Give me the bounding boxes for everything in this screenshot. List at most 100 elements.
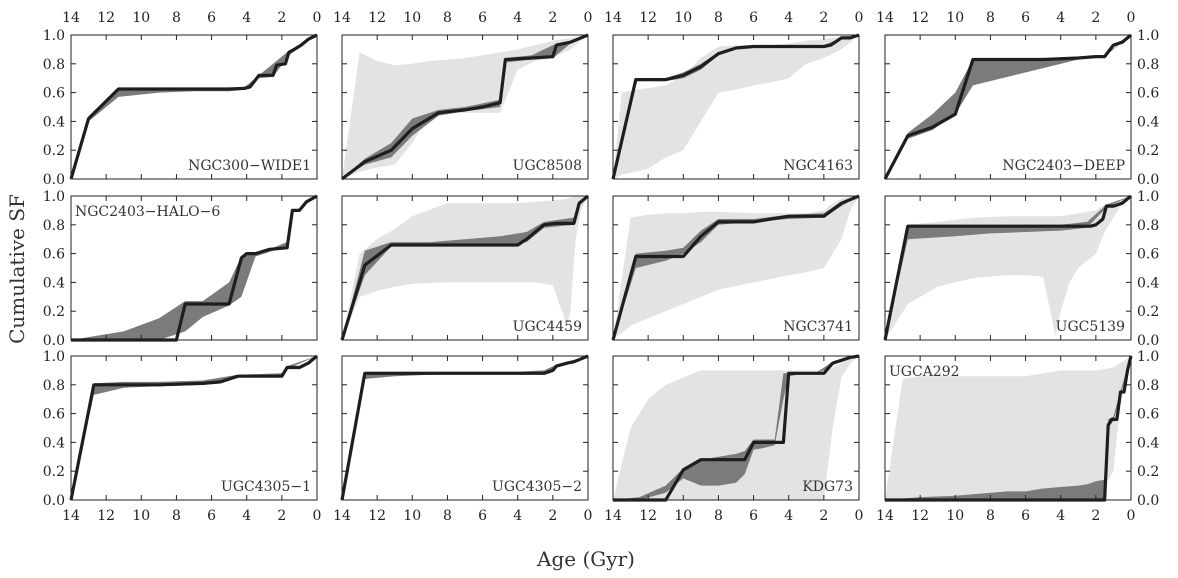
y-tick-label: 0.6	[1137, 247, 1159, 263]
best-fit-line	[71, 194, 318, 342]
galaxy-label: UGC4305−2	[492, 479, 582, 495]
x-tick-label: 6	[749, 508, 758, 524]
x-tick-label: 14	[604, 508, 622, 524]
panel-frame	[612, 195, 860, 341]
y-tick-label: 0.2	[1137, 464, 1159, 480]
y-axis-title: Cumulative SF	[5, 194, 29, 344]
inner-uncertainty-band	[342, 196, 588, 340]
x-tick-label: 14	[876, 10, 894, 26]
x-tick-label: 14	[333, 10, 351, 26]
best-fit-line	[883, 194, 1133, 341]
panel-frame	[612, 355, 860, 501]
x-tick-label: 14	[62, 10, 80, 26]
y-tick-label: 0.6	[43, 407, 65, 423]
x-tick-label: 8	[714, 508, 723, 524]
best-fit-line	[883, 33, 1133, 180]
inner-uncertainty-band	[613, 356, 859, 500]
panel-2: 14 12 10 8 6 4 2 0 UGC8508	[333, 10, 593, 181]
galaxy-label: UGC4459	[513, 319, 582, 335]
y-tick-label: 1.0	[1137, 28, 1159, 44]
y-tick-label: 0.0	[43, 172, 65, 188]
x-tick-label: 0	[313, 10, 322, 26]
x-tick-label: 14	[333, 508, 351, 524]
x-tick-label: 12	[911, 508, 929, 524]
x-tick-label: 12	[368, 508, 386, 524]
galaxy-label: UGCA292	[889, 364, 960, 380]
outer-uncertainty-band	[613, 196, 859, 340]
x-tick-label: 4	[784, 10, 793, 26]
y-tick-label: 1.0	[43, 349, 65, 365]
x-tick-label: 4	[1056, 10, 1065, 26]
y-tick-label: 1.0	[1137, 349, 1159, 365]
x-tick-label: 12	[911, 10, 929, 26]
best-fit-line	[611, 33, 860, 180]
panel-frame	[884, 34, 1132, 180]
panel-frame	[884, 355, 1132, 501]
y-tick-label: 0.8	[1137, 378, 1159, 394]
best-fit-line	[611, 194, 860, 341]
best-fit-line	[340, 194, 590, 341]
x-tick-label: 2	[548, 508, 557, 524]
panel-frame	[341, 195, 589, 341]
best-fit-line	[341, 33, 589, 181]
y-tick-label: 0.0	[1137, 493, 1159, 509]
panel-9: 14 12 10 8 6 4 2 0 0.0 0.2 0.4 0.6 0.8 1.0 UGC4305−1	[43, 349, 322, 524]
y-tick-label: 0.2	[1137, 304, 1159, 320]
y-tick-label: 0.2	[43, 464, 65, 480]
x-tick-label: 6	[207, 10, 216, 26]
panel-frame	[341, 355, 589, 501]
x-tick-label: 0	[584, 10, 593, 26]
x-tick-label: 0	[855, 508, 864, 524]
y-tick-label: 0.4	[1137, 435, 1159, 451]
panel-grid: 14 12 10 8 6 4 2 00.00.20.40.60.81.0NGC300−WIDE…	[43, 10, 1160, 524]
x-tick-label: 10	[946, 508, 964, 524]
x-tick-label: 14	[604, 10, 622, 26]
y-tick-label: 0.6	[43, 247, 65, 263]
inner-uncertainty-band	[613, 196, 859, 340]
x-tick-label: 12	[97, 508, 115, 524]
x-tick-label: 14	[876, 508, 894, 524]
panel-frame	[341, 34, 589, 180]
panel-8: 0.0 0.2 0.4 0.6 0.8 1.0 UGC5139	[883, 189, 1159, 349]
x-tick-label: 12	[639, 10, 657, 26]
panel-frame	[70, 355, 318, 501]
y-tick-label: 0.0	[43, 333, 65, 349]
x-tick-label: 8	[986, 10, 995, 26]
x-tick-label: 0	[855, 10, 864, 26]
x-tick-label: 6	[749, 10, 758, 26]
y-tick-label: 1.0	[43, 189, 65, 205]
panel-frame	[70, 195, 318, 341]
x-tick-label: 4	[1056, 508, 1065, 524]
x-tick-label: 0	[313, 508, 322, 524]
x-tick-label: 0	[1127, 508, 1136, 524]
x-tick-label: 4	[513, 508, 522, 524]
x-tick-label: 2	[548, 10, 557, 26]
x-tick-label: 12	[97, 10, 115, 26]
y-tick-label: 0.6	[1137, 407, 1159, 423]
x-tick-label: 2	[1091, 508, 1100, 524]
x-tick-label: 6	[1021, 10, 1030, 26]
x-tick-label: 8	[443, 508, 452, 524]
best-fit-line	[340, 354, 589, 501]
x-tick-label: 8	[172, 508, 181, 524]
y-tick-label: 0.4	[43, 275, 65, 291]
y-tick-label: 0.8	[43, 218, 65, 234]
inner-uncertainty-band	[885, 35, 1131, 179]
inner-uncertainty-band	[342, 35, 588, 179]
panel-3: 14 12 10 8 6 4 2 0 NGC4163	[604, 10, 864, 180]
y-tick-label: 0.4	[1137, 275, 1159, 291]
y-tick-label: 0.8	[43, 378, 65, 394]
y-tick-label: 0.0	[1137, 333, 1159, 349]
panel-7: NGC3741	[611, 194, 860, 341]
x-tick-label: 4	[242, 508, 251, 524]
galaxy-label: NGC2403−DEEP	[1002, 158, 1125, 174]
y-tick-label: 1.0	[1137, 189, 1159, 205]
y-tick-label: 0.8	[1137, 218, 1159, 234]
galaxy-label: NGC2403−HALO−6	[75, 204, 220, 220]
panel-4: 14 12 10 8 6 4 2 0 0.0 0.2 0.4 0.6 0.8 1.0 NGC2403−DEE…	[876, 10, 1159, 188]
galaxy-label: UGC4305−1	[221, 479, 311, 495]
panel-5: 0.0 0.2 0.4 0.6 0.8 1.0 NGC2403−HALO−6	[43, 189, 318, 349]
x-tick-label: 6	[1021, 508, 1030, 524]
